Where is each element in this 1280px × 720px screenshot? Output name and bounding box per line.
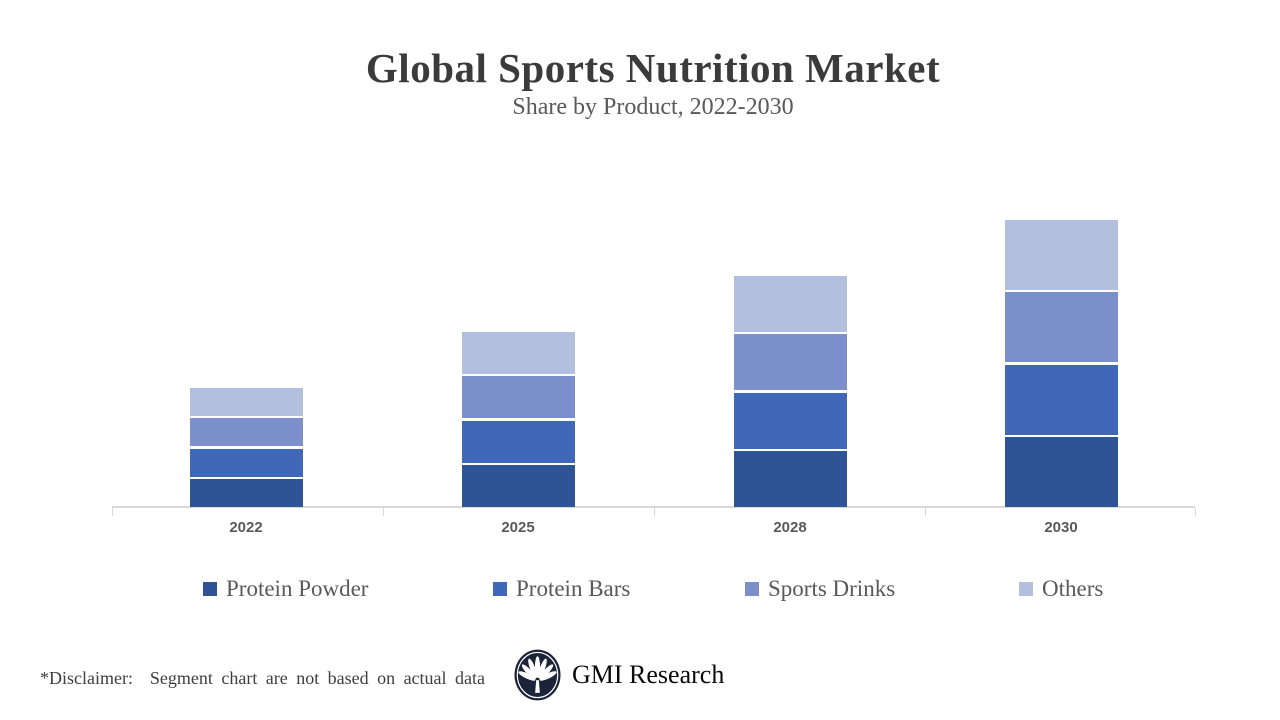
bar-segment-sports-drinks [733,334,847,390]
bar-segment-sports-drinks [189,418,303,446]
bar-segment-others [1004,219,1118,290]
legend-item-others: Others [1019,576,1103,602]
x-axis-line [112,506,1195,508]
bar-segment-others [733,275,847,332]
x-axis-tick [383,508,384,516]
disclaimer-text: *Disclaimer: Segment chart are not based… [40,668,485,688]
bar-segment-protein-powder [733,451,847,507]
x-axis-category-label: 2030 [1044,519,1078,536]
bar-segment-protein-powder [461,465,575,507]
legend-swatch-icon [493,582,507,596]
gmi-research-logo-icon [514,649,561,701]
legend-label: Protein Powder [226,576,369,601]
legend-item-protein-bars: Protein Bars [493,576,630,602]
bar-segment-protein-bars [1004,364,1118,435]
bar-segment-others [189,387,303,416]
chart-subtitle: Share by Product, 2022-2030 [512,94,794,120]
bar-segment-protein-bars [733,392,847,449]
x-axis-tick [1195,508,1196,516]
x-axis-category-label: 2028 [773,519,807,536]
stacked-bar-2030 [1004,219,1118,507]
legend-item-protein-powder: Protein Powder [203,576,368,602]
legend-label: Protein Bars [516,576,631,601]
x-axis-category-label: 2022 [229,519,263,536]
x-axis-tick [112,508,113,516]
stacked-bar-2022 [189,387,303,507]
legend-swatch-icon [745,582,759,596]
x-axis-tick [925,508,926,516]
brand-name: GMI Research [572,660,725,689]
legend-swatch-icon [203,582,217,596]
legend-item-sports-drinks: Sports Drinks [745,576,895,602]
bar-segment-protein-powder [1004,437,1118,507]
chart-legend: Protein Powder Protein Bars Sports Drinks O… [0,576,1280,606]
bar-segment-protein-bars [189,448,303,477]
brand-lockup: GMI Research [514,649,724,701]
bar-segment-sports-drinks [461,376,575,418]
legend-swatch-icon [1019,582,1033,596]
chart-header: Global Sports Nutrition Market Share by … [13,44,1280,121]
bar-segment-others [461,331,575,374]
chart-title: Global Sports Nutrition Market [365,45,941,91]
legend-label: Others [1042,576,1104,601]
bar-segment-sports-drinks [1004,292,1118,362]
stacked-bar-2028 [733,275,847,507]
bar-segment-protein-bars [461,420,575,463]
x-axis-category-label: 2025 [501,519,535,536]
x-axis-tick [654,508,655,516]
stacked-bar-2025 [461,331,575,507]
legend-label: Sports Drinks [768,576,896,601]
bar-segment-protein-powder [189,479,303,507]
